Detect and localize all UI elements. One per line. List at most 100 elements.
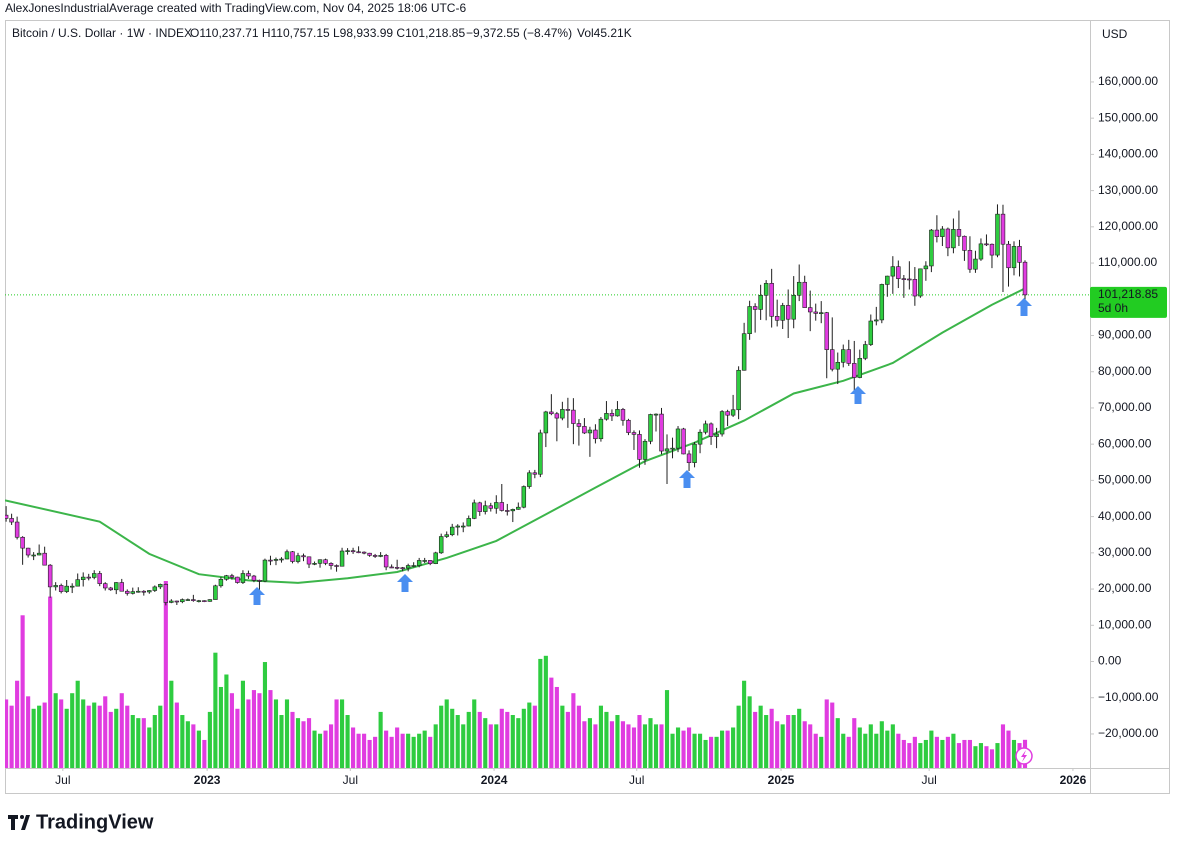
volume-bar [378, 711, 383, 768]
candle-body [75, 579, 80, 587]
volume-bar [323, 730, 328, 768]
volume-bar [978, 743, 984, 768]
volume-bar [808, 724, 813, 768]
candle-body [719, 411, 725, 435]
volume-bar [923, 739, 928, 768]
volume-bar [362, 733, 367, 768]
volume-bar [114, 708, 119, 768]
volume-bar [929, 730, 934, 768]
volume-bar [450, 708, 455, 768]
volume-bar [59, 699, 64, 768]
volume-bar [631, 727, 637, 768]
candle-body [80, 576, 86, 580]
volume-bar [103, 696, 108, 768]
volume-bar [70, 693, 75, 768]
volume-bar [367, 739, 372, 768]
volume-bar [224, 674, 229, 768]
candle-body [543, 411, 549, 434]
volume-bar [538, 658, 543, 768]
candle-body [461, 525, 466, 528]
candle-body [819, 312, 824, 314]
candle-body [885, 275, 890, 285]
volume-bar [400, 733, 405, 768]
y-tick-label: 50,000.00 [1098, 473, 1152, 487]
volume-bar [648, 718, 653, 768]
candle-body [58, 585, 64, 592]
volume-bar [775, 721, 780, 768]
candle-body [598, 418, 604, 440]
y-tick-label: 0.00 [1098, 654, 1122, 668]
volume-bar [439, 705, 444, 768]
candle-body [323, 559, 328, 564]
volume-bar [240, 680, 245, 768]
volume-bar [720, 730, 725, 768]
candle-body [874, 319, 879, 322]
volume-bar [516, 718, 521, 768]
candle-body [989, 243, 995, 256]
candle-body [257, 580, 262, 582]
volume-bar [196, 730, 201, 768]
volume-bar [593, 724, 598, 768]
candle-body [648, 414, 653, 442]
volume-bar [819, 736, 824, 768]
candle-body [703, 423, 708, 433]
candle-body [444, 534, 449, 537]
y-tick-label: 20,000.00 [1098, 581, 1152, 595]
candle-body [213, 585, 218, 600]
volume-bar [64, 708, 69, 768]
candle-body [692, 443, 697, 463]
volume-bar [659, 724, 664, 768]
y-tick-label: 160,000.00 [1098, 74, 1158, 88]
volume-bar [92, 702, 97, 768]
candle-body [852, 363, 857, 378]
volume-bar [334, 699, 339, 768]
volume-bar [967, 739, 972, 768]
volume-bar [163, 581, 168, 768]
volume-bar [15, 680, 20, 768]
candle-body [240, 573, 246, 583]
candle-body [796, 281, 802, 296]
candle-body [516, 506, 521, 510]
candle-body [686, 453, 692, 463]
candle-body [400, 567, 405, 569]
candle-body [923, 265, 929, 270]
volume-bar [108, 711, 113, 768]
candle-body [846, 349, 851, 364]
volume-bar [295, 718, 301, 768]
volume-bar [769, 708, 774, 768]
y-tick-label: 40,000.00 [1098, 509, 1152, 523]
candle-body [967, 250, 973, 270]
x-tick-label: Jul [629, 773, 644, 787]
arrow [249, 587, 265, 605]
volume-bar [31, 708, 36, 768]
volume-bar [912, 736, 917, 768]
candle-body [912, 279, 918, 297]
candle-body [890, 266, 896, 277]
volume-bar [560, 705, 565, 768]
arrows [249, 298, 1032, 605]
candle-body [422, 560, 427, 562]
volume-bar [81, 699, 86, 768]
volume-bar [290, 711, 295, 768]
volume-bar [312, 730, 317, 768]
candle-body [477, 502, 482, 512]
plot-area [5, 204, 1090, 768]
candle-body [466, 518, 471, 527]
candle-body [53, 585, 58, 588]
candle-body [637, 434, 642, 460]
candle-body [1006, 243, 1011, 269]
volume-bar [125, 705, 130, 768]
volume-bar [229, 693, 234, 768]
candle-body [940, 228, 945, 237]
volume-bar [301, 721, 306, 768]
volume-bar [725, 730, 730, 768]
candle-body [615, 409, 620, 417]
ohlc: O110,237.71 H110,757.15 L98,933.99 C101,… [190, 26, 465, 40]
volume-bar [973, 746, 978, 768]
alert-icon[interactable] [1015, 747, 1033, 765]
volume-bar [488, 724, 493, 768]
last-price-label: 101,218.85 [1098, 287, 1158, 301]
candle-body [973, 258, 978, 270]
candle-body [328, 563, 334, 566]
